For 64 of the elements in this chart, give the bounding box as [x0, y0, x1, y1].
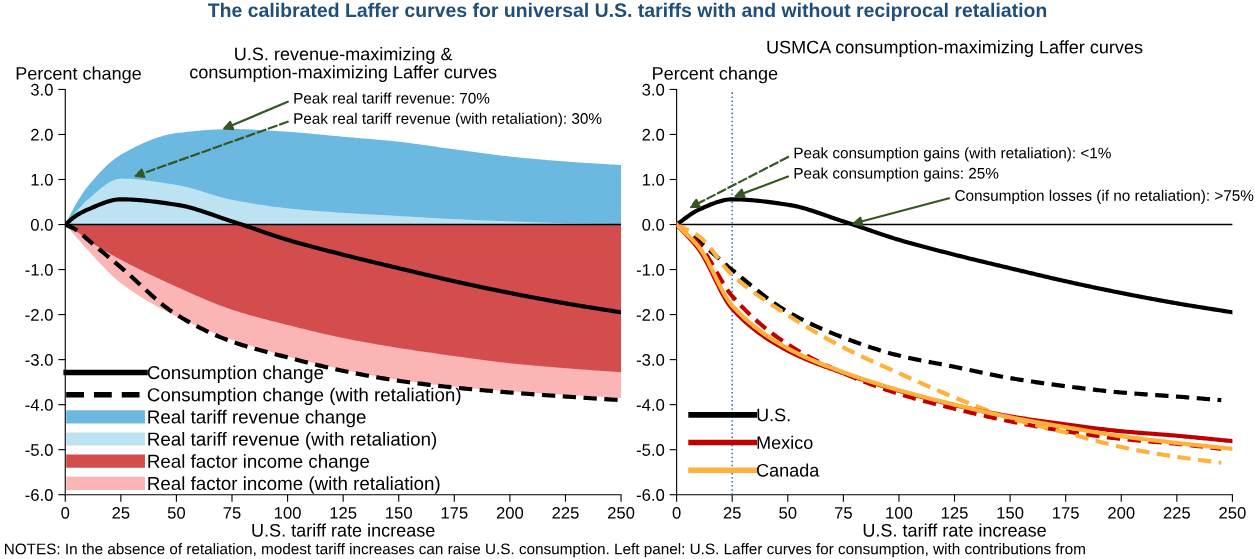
y-axis-title: Percent change: [16, 66, 141, 84]
x-tick-label: 25: [112, 506, 130, 519]
text: NOTES: In the absence of retaliation, modest tariff increases can raise U.S. consumption. Left panel: U.S. Laffer curves for consumption, with contributions from: [5, 543, 1085, 558]
y-tick-label: -5.0: [25, 444, 53, 456]
y-tick-label: 3.0: [30, 83, 53, 96]
legend-label: Consumption change: [147, 365, 324, 383]
annotation: Peak consumption gains (with retaliation): <1%: [794, 147, 1111, 162]
x-tick-label: 150: [386, 506, 412, 519]
x-tick-label: 100: [274, 506, 301, 519]
y-tick-label: 2.0: [642, 128, 665, 141]
text: The calibrated Laffer curves for universal U.S. tariffs with and without reciprocal retaliation: [207, 2, 1047, 21]
y-tick-label: 0.0: [30, 218, 53, 231]
x-tick-label: 125: [941, 506, 968, 519]
x-tick-label: 175: [441, 507, 468, 519]
x-tick-label: 200: [1108, 506, 1135, 519]
y-tick-label: -2.0: [636, 308, 665, 321]
y-tick-label: -3.0: [25, 354, 53, 366]
y-tick-label: 1.0: [642, 173, 665, 186]
x-tick-label: 100: [886, 506, 913, 519]
legend-label: Real factor income change: [148, 454, 370, 472]
y-tick-label: -6.0: [636, 489, 665, 501]
x-tick-label: 250: [1219, 506, 1246, 519]
y-tick-label: 0.0: [642, 218, 665, 231]
x-tick-label: 200: [496, 506, 524, 519]
y-tick-label: -4.0: [636, 399, 665, 411]
x-tick-label: 225: [1163, 506, 1191, 519]
x-tick-label: 75: [834, 507, 852, 519]
x-tick-label: 175: [1053, 507, 1079, 519]
x-tick-label: 25: [723, 506, 741, 519]
x-tick-label: 75: [223, 507, 241, 519]
legend-label: Real tariff revenue change: [148, 409, 366, 428]
y-tick-label: 2.0: [31, 128, 53, 141]
annotation: Consumption losses (if no retaliation): >75%: [955, 189, 1254, 204]
x-tick-label: 50: [167, 506, 186, 519]
legend-label: Mexico: [757, 435, 813, 450]
x-tick-label: 125: [330, 506, 357, 519]
legend-label: Real tariff revenue (with retaliation): [148, 431, 437, 450]
annotation: Peak real tariff revenue: 70%: [294, 92, 490, 104]
x-tick-label: 150: [997, 506, 1024, 519]
chart-title: U.S. revenue-maximizing & consumption-maximizing Laffer curves: [190, 47, 497, 83]
x-axis-title: U.S. tariff rate increase: [863, 523, 1046, 537]
legend-label: U.S.: [757, 408, 790, 422]
y-axis-title: Percent change: [653, 66, 778, 84]
x-axis-title: U.S. tariff rate increase: [252, 523, 435, 537]
legend-label: Real factor income (with retaliation): [148, 476, 440, 494]
legend-label: Consumption change (with retaliation): [147, 387, 461, 406]
x-tick-label: 0: [61, 506, 70, 519]
y-tick-label: -1.0: [636, 263, 665, 276]
y-tick-label: -6.0: [25, 489, 53, 501]
annotation: Peak consumption gains: 25%: [794, 167, 999, 182]
x-tick-label: 50: [779, 506, 797, 519]
y-tick-label: -1.0: [25, 263, 53, 276]
y-tick-label: -3.0: [636, 354, 665, 366]
x-tick-label: 0: [672, 506, 681, 519]
y-tick-label: 3.0: [642, 83, 665, 96]
x-tick-label: 225: [552, 506, 579, 519]
y-tick-label: -4.0: [25, 399, 53, 411]
y-tick-label: -5.0: [636, 444, 665, 456]
legend-label: Canada: [756, 463, 820, 477]
annotation: Peak real tariff revenue (with retaliation): 30%: [294, 112, 602, 127]
y-tick-label: -2.0: [25, 308, 53, 321]
chart-title: USMCA consumption-maximizing Laffer curves: [767, 40, 1143, 58]
y-tick-label: 1.0: [31, 173, 53, 186]
x-tick-label: 250: [607, 506, 635, 519]
